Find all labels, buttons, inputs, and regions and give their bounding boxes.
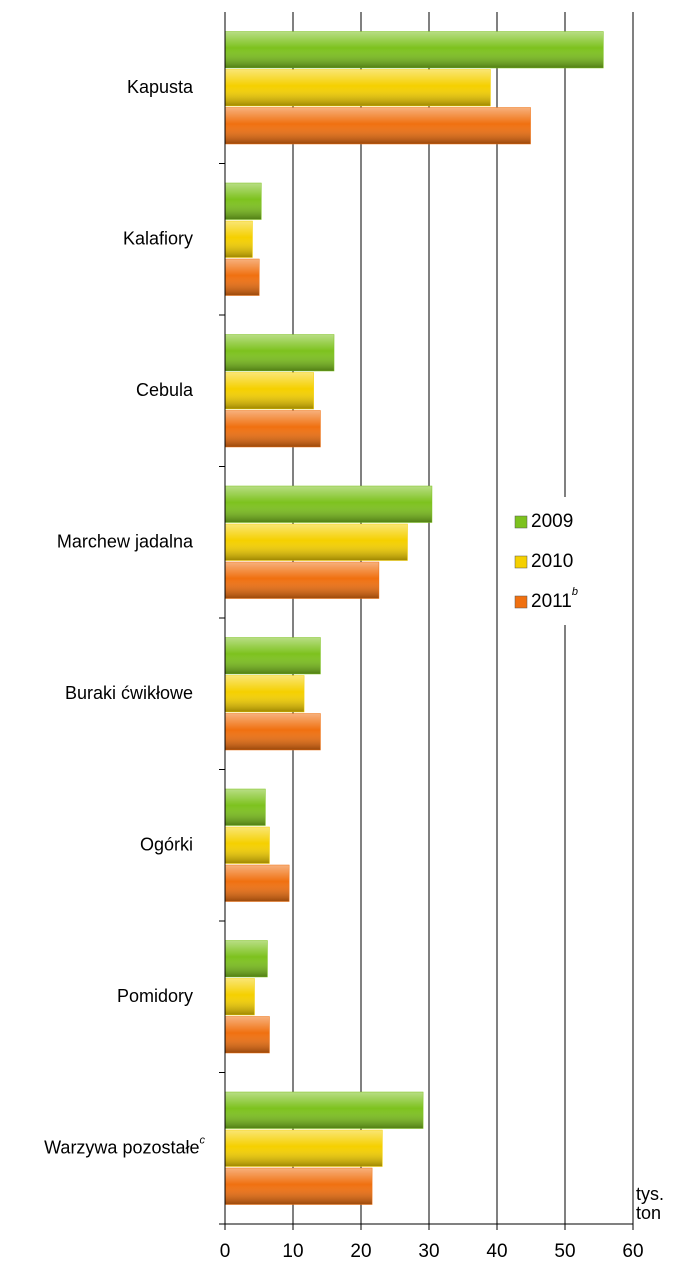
x-axis-label: ton xyxy=(636,1203,661,1223)
legend-text: 2009 xyxy=(531,511,573,532)
y-tick-label: Warzywa pozostałec xyxy=(44,1134,205,1157)
legend-text: 2011 xyxy=(531,591,572,612)
bar xyxy=(224,485,433,523)
x-tick-label: 10 xyxy=(282,1241,303,1262)
bar xyxy=(224,940,268,978)
bar xyxy=(224,220,253,258)
bar xyxy=(224,1129,383,1167)
x-tick-label: 40 xyxy=(486,1241,507,1262)
category-label: Pomidory xyxy=(117,986,193,1006)
category-label: Warzywa pozostałe xyxy=(44,1137,199,1157)
bar xyxy=(224,523,408,561)
legend-label: 2009 xyxy=(531,511,573,532)
legend-swatch xyxy=(514,515,528,529)
legend-swatch xyxy=(514,555,528,569)
y-tick-label: Kapusta xyxy=(127,77,194,97)
y-tick-label: Pomidory xyxy=(117,986,193,1006)
bar xyxy=(224,788,266,826)
bar xyxy=(224,69,491,107)
bar xyxy=(224,1016,270,1054)
x-tick-label: 30 xyxy=(418,1241,439,1262)
category-label: Ogórki xyxy=(140,834,193,854)
bar xyxy=(224,675,305,713)
legend-label: 2010 xyxy=(531,551,573,572)
legend-swatch xyxy=(514,595,528,609)
legend-label: 2011b xyxy=(531,586,578,612)
bar xyxy=(224,637,321,675)
y-tick-label: Kalafiory xyxy=(123,228,193,248)
category-label: Kapusta xyxy=(127,77,194,97)
bar xyxy=(224,334,335,372)
x-tick-label: 60 xyxy=(622,1241,643,1262)
bar xyxy=(224,107,531,145)
bar xyxy=(224,31,604,69)
category-label: Marchew jadalna xyxy=(57,531,194,551)
legend-superscript: b xyxy=(572,586,578,598)
bar xyxy=(224,410,321,448)
category-label: Kalafiory xyxy=(123,228,193,248)
category-label: Cebula xyxy=(136,380,194,400)
x-axis-label: tys. xyxy=(636,1184,664,1204)
bar xyxy=(224,826,270,864)
bar xyxy=(224,1167,373,1205)
bar xyxy=(224,372,314,410)
y-tick-label: Marchew jadalna xyxy=(57,531,194,551)
y-tick-label: Cebula xyxy=(136,380,194,400)
y-tick-label: Buraki ćwikłowe xyxy=(65,683,193,703)
x-tick-label: 50 xyxy=(554,1241,575,1262)
bar xyxy=(224,561,380,599)
legend-text: 2010 xyxy=(531,551,573,572)
bar xyxy=(224,978,255,1016)
y-tick-label: Ogórki xyxy=(140,834,193,854)
category-label: Buraki ćwikłowe xyxy=(65,683,193,703)
bar xyxy=(224,1091,424,1129)
bar xyxy=(224,182,262,220)
x-tick-label: 20 xyxy=(350,1241,371,1262)
bar xyxy=(224,864,290,902)
bar xyxy=(224,258,260,296)
category-superscript: c xyxy=(200,1134,206,1146)
x-tick-label: 0 xyxy=(220,1241,231,1262)
bar xyxy=(224,713,321,751)
